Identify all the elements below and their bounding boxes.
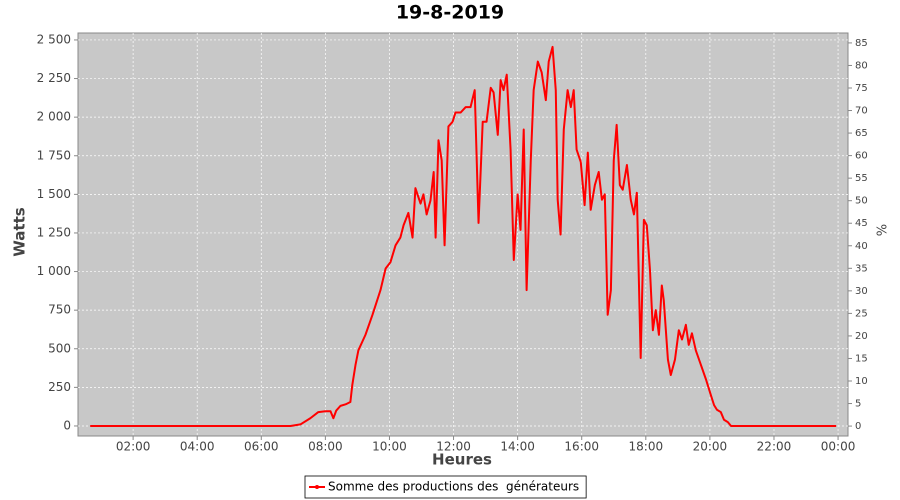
y-tick-label: 2 000 [37,110,71,124]
y2-tick-label: 55 [855,173,868,184]
x-tick-label: 18:00 [629,440,664,454]
y-tick-label: 250 [48,380,71,394]
y2-tick-label: 60 [855,151,868,162]
chart-title: 19-8-2019 [396,2,504,24]
data-line [90,45,837,427]
plot-area [77,32,849,437]
y2-tick-label: 10 [855,376,868,387]
legend-label: Somme des productions des générateurs [328,480,579,494]
x-tick-label: 14:00 [500,440,535,454]
y2-tick-label: 80 [855,60,868,71]
y2-tick-label: 5 [855,399,861,410]
x-tick-label: 04:00 [180,440,215,454]
y2-tick-label: 0 [855,421,861,432]
y2-tick-label: 65 [855,128,868,139]
y2-tick-label: 85 [855,38,868,49]
x-tick-label: 10:00 [372,440,407,454]
y2-tick-label: 30 [855,286,868,297]
y2-tick-label: 40 [855,241,868,252]
y2-tick-label: 15 [855,353,868,364]
x-tick-label: 16:00 [564,440,599,454]
x-tick-label: 12:00 [436,440,471,454]
y2-tick-label: 20 [855,331,868,342]
y2-tick-label: 25 [855,308,868,319]
y-tick-label: 1 250 [37,225,71,239]
y2-tick-label: 70 [855,106,868,117]
y2-tick-label: 75 [855,83,868,94]
y2-tick-label: 50 [855,196,868,207]
x-tick-label: 20:00 [693,440,728,454]
x-tick-label: 08:00 [308,440,343,454]
y-tick-label: 1 000 [37,264,71,278]
y2-axis-label: % [876,224,891,236]
x-axis-label: Heures [432,451,492,469]
legend-swatch-dot [315,485,319,489]
legend-box [304,475,587,499]
y-tick-label: 500 [48,341,71,355]
x-tick-label: 06:00 [244,440,279,454]
y-tick-label: 1 500 [37,187,71,201]
x-tick-label: 00:00 [821,440,856,454]
y2-tick-label: 35 [855,263,868,274]
y2-tick-label: 45 [855,218,868,229]
x-tick-label: 02:00 [116,440,151,454]
y-tick-label: 2 500 [37,32,71,46]
y-axis-label: Watts [11,207,29,256]
x-tick-label: 22:00 [757,440,792,454]
y-tick-label: 1 750 [37,148,71,162]
y-tick-label: 0 [63,418,71,432]
y-tick-label: 2 250 [37,71,71,85]
y-tick-label: 750 [48,303,71,317]
